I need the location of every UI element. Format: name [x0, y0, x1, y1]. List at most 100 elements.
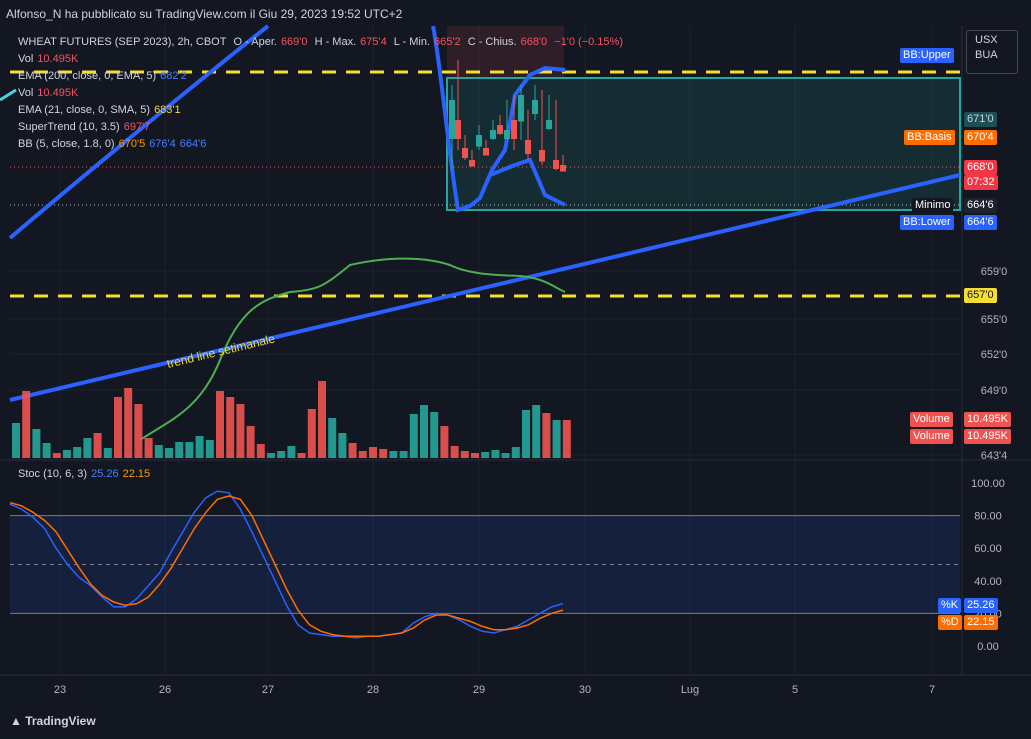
- price-tick-2: 652'0: [981, 349, 1008, 361]
- bb-basis-value: 670'5: [118, 138, 146, 150]
- candle-body-14: [546, 120, 552, 129]
- volume-bar-19: [205, 440, 214, 458]
- low-label: L - Min.: [393, 36, 431, 48]
- stoch-series-d: [9, 495, 564, 637]
- bb-upper-value: 676'4: [149, 138, 176, 150]
- time-tick-2: 27: [262, 684, 274, 696]
- open-value: 669'0: [280, 36, 308, 48]
- currency-line2: BUA: [975, 49, 998, 61]
- high-label: H - Max.: [314, 36, 357, 48]
- time-tick-0: 23: [54, 684, 66, 696]
- publisher-header: Alfonso_N ha pubblicato su TradingView.c…: [0, 0, 1031, 26]
- candle-body-2: [462, 148, 468, 158]
- candle-body-15: [553, 160, 559, 169]
- stoch-k-value: 25.26: [91, 468, 119, 480]
- weekly-trendline: [9, 173, 961, 402]
- candle-body-3: [469, 160, 475, 167]
- time-tick-8: 7: [929, 684, 935, 696]
- candle-body-1: [455, 120, 461, 139]
- ema21-value: 683'1: [154, 104, 181, 116]
- price-tick-0: 659'0: [981, 266, 1008, 278]
- volume-value-tag-1: 10.495K: [964, 412, 1011, 427]
- volume-bar-37: [389, 451, 398, 458]
- high-value: 675'4: [360, 36, 387, 48]
- legend-vol2[interactable]: Vol 10.495K: [18, 85, 82, 102]
- minimo-value-tag: 664'6: [964, 198, 997, 213]
- legend-supertrend[interactable]: SuperTrend (10, 3.5) 697'7: [18, 119, 154, 136]
- price-tick-1: 655'0: [981, 314, 1008, 326]
- time-tick-1: 26: [159, 684, 171, 696]
- currency-line1: USX: [975, 34, 998, 46]
- volume-label-tag-2: Volume: [910, 429, 953, 444]
- low-value: 665'2: [434, 36, 461, 48]
- volume-bar-28: [297, 453, 306, 458]
- change-value: −1'0 (−0.15%): [554, 36, 623, 48]
- level-657-tag: 657'0: [964, 288, 997, 303]
- currency-unit-box[interactable]: USX BUA: [966, 30, 1018, 74]
- candle-body-0: [449, 100, 455, 139]
- volume-bar-9: [103, 448, 112, 458]
- volume-bar-36: [379, 449, 388, 458]
- stoch-label: Stoc (10, 6, 3): [18, 468, 88, 480]
- candle-body-10: [518, 95, 524, 122]
- volume-bar-4: [52, 453, 61, 458]
- volume-bar-25: [267, 453, 275, 458]
- stoch-k-value-tag: 25.26: [964, 598, 998, 613]
- legend-ema21[interactable]: EMA (21, close, 0, SMA, 5) 683'1: [18, 102, 185, 119]
- volume-bar-45: [471, 453, 479, 458]
- stoch-tick-5: 0.00: [977, 641, 998, 653]
- legend-stoch[interactable]: Stoc (10, 6, 3) 25.26 22.15: [18, 466, 154, 483]
- time-tick-6: Lug: [681, 684, 699, 696]
- volume-bar-23: [246, 426, 255, 458]
- volume-bar-40: [420, 405, 428, 458]
- volume-bar-12: [134, 404, 143, 458]
- price-pane: trend line setimanale: [0, 24, 961, 441]
- bb-lower-value-tag: 664'6: [964, 215, 997, 230]
- last-price-tag: 668'0: [964, 160, 997, 175]
- bb-band-line: [431, 25, 566, 213]
- stoch-d-value: 22.15: [122, 468, 151, 480]
- time-tick-7: 5: [792, 684, 798, 696]
- volume-bar-47: [491, 450, 500, 458]
- candle-body-7: [497, 125, 503, 134]
- time-tick-3: 28: [367, 684, 379, 696]
- volume-bar-24: [256, 444, 265, 458]
- legend-vol1[interactable]: Vol 10.495K: [18, 51, 82, 68]
- volume-bar-33: [348, 443, 357, 458]
- minimo-label-tag: Minimo: [912, 198, 954, 213]
- symbol-label[interactable]: WHEAT FUTURES (SEP 2023), 2h, CBOT: [18, 36, 227, 48]
- bb-basis-value-tag: 670'4: [964, 130, 997, 145]
- trendline-label: trend line setimanale: [165, 331, 276, 371]
- time-tick-4: 29: [473, 684, 485, 696]
- volume-bar-43: [450, 446, 459, 458]
- stoch-d-tag: %D: [938, 615, 962, 630]
- volume-bar-18: [195, 436, 204, 458]
- volume-label-tag-1: Volume: [910, 412, 953, 427]
- bb-upper-tag: BB:Upper: [900, 48, 954, 63]
- volume-bar-14: [154, 445, 163, 458]
- price-671-tag: 671'0: [964, 112, 997, 127]
- volume-bar-6: [73, 447, 82, 458]
- legend-main[interactable]: WHEAT FUTURES (SEP 2023), 2h, CBOT O - A…: [18, 34, 627, 51]
- bb-lower-tag: BB:Lower: [900, 215, 954, 230]
- tradingview-logo[interactable]: ▲ TradingView: [10, 714, 96, 728]
- volume-bar-44: [460, 451, 469, 458]
- vol2-label: Vol: [18, 87, 34, 99]
- volume-bar-3: [42, 443, 51, 458]
- ema21-label: EMA (21, close, 0, SMA, 5): [18, 104, 151, 116]
- volume-bar-41: [430, 412, 439, 458]
- candle-body-4: [476, 135, 482, 147]
- legend-bb[interactable]: BB (5, close, 1.8, 0) 670'5 676'4 664'6: [18, 136, 210, 153]
- volume-bar-16: [175, 442, 184, 458]
- legend-ema200[interactable]: EMA (200, close, 0, EMA, 5) 682'2: [18, 68, 191, 85]
- volume-bar-2: [32, 429, 41, 458]
- stoch-d-value-tag: 22.15: [964, 615, 998, 630]
- volume-bar-39: [409, 414, 418, 458]
- volume-bar-17: [185, 442, 194, 458]
- stoch-series-k: [9, 490, 564, 639]
- volume-bar-10: [114, 397, 122, 458]
- volume-bar-35: [369, 447, 377, 458]
- stoch-tick-2: 60.00: [974, 543, 1002, 555]
- volume-bar-7: [83, 438, 92, 458]
